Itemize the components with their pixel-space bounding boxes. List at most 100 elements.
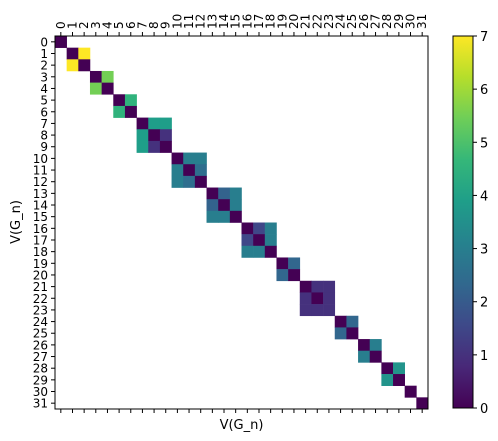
heatmap-cell [369,350,382,363]
y-tick-label: 7 [40,117,48,131]
colorbar-tick-label: 7 [480,30,488,45]
heatmap-cell [346,327,359,340]
heatmap-cell [404,385,417,398]
heatmap-cell [78,47,91,60]
x-tick-label: 30 [404,14,418,29]
y-tick-label: 5 [40,94,48,108]
heatmap-cell [264,222,277,235]
x-tick-label: 14 [217,14,231,29]
x-tick-label: 2 [77,21,91,29]
y-axis-label: V(G_n) [9,200,24,244]
y-tick-label: 20 [33,268,48,282]
x-tick-label: 23 [322,14,336,29]
heatmap-cell [218,210,231,223]
colorbar-tick-label: 1 [480,349,488,364]
y-tick-label: 25 [33,327,48,341]
colorbar-tick-label: 5 [480,136,488,151]
y-tick-label: 9 [40,140,48,154]
heatmap-cell [299,304,312,317]
heatmap-cell [89,70,102,83]
y-tick-label: 13 [33,187,48,201]
heatmap-cell [183,175,196,188]
colorbar-tick-label: 0 [480,402,488,417]
heatmap-cell [323,292,336,305]
heatmap-cell [78,59,91,72]
heatmap-cell [101,82,114,95]
x-tick-label: 1 [65,21,79,29]
heatmap-cell [299,280,312,293]
heatmap-cell [241,222,254,235]
heatmap-cell [369,339,382,352]
heatmap-cell [136,129,149,142]
heatmap-cell [393,362,405,375]
x-tick-label: 4 [100,21,114,29]
heatmap-cell [194,164,207,177]
y-tick-label: 22 [33,292,48,306]
x-tick-label: 28 [380,14,394,29]
heatmap-cell [299,292,312,305]
x-tick-label: 17 [252,14,266,29]
heatmap-cell [334,327,347,340]
heatmap-cell [183,164,196,177]
heatmap-cell [264,234,277,247]
heatmap-cell [393,374,405,386]
heatmap-cell [148,129,161,142]
x-tick-label: 27 [369,14,383,29]
heatmap-cell [148,140,161,153]
heatmap-cell [276,257,289,270]
heatmap-cell [194,175,207,188]
heatmap-cell [124,94,137,107]
y-tick-label: 1 [40,47,48,61]
heatmap-cell [136,117,149,130]
heatmap-cell [346,315,359,328]
y-tick-label: 31 [33,397,48,411]
heatmap-cell [253,222,266,235]
colorbar-tick-label: 2 [480,296,488,311]
heatmap-cell [323,304,336,317]
x-tick-label: 18 [264,14,278,29]
y-tick-label: 14 [33,199,48,213]
x-tick-label: 20 [287,14,301,29]
heatmap-cell [159,140,172,153]
heatmap-cell [264,245,277,258]
heatmap-cell [159,117,172,130]
heatmap-cell [66,59,79,72]
heatmap-cell [358,339,371,352]
heatmap-cell [241,245,254,258]
y-tick-label: 30 [33,385,48,399]
x-tick-label: 19 [275,14,289,29]
y-tick-label: 21 [33,280,48,294]
y-tick-label: 19 [33,257,48,271]
y-tick-label: 15 [33,210,48,224]
x-tick-label: 9 [159,21,173,29]
heatmap-cell [229,199,242,212]
colorbar-ticks: 0 1 2 3 4 5 6 7 [473,30,488,417]
heatmap-cell [206,210,219,223]
heatmap-cell [253,234,266,247]
y-tick-label: 16 [33,222,48,236]
x-tick-label: 26 [357,14,371,29]
x-tick-label: 12 [194,14,208,29]
y-tick-label: 6 [40,105,48,119]
x-tick-label: 29 [392,14,406,29]
x-tick-label: 7 [135,21,149,29]
y-tick-label: 11 [33,164,48,178]
y-tick-label: 18 [33,245,48,259]
heatmap-cell [206,199,219,212]
y-tick-label: 29 [33,373,48,387]
heatmap-cell [66,47,79,60]
y-tick-label: 3 [40,70,48,84]
y-tick-label: 23 [33,303,48,317]
y-tick-label: 12 [33,175,48,189]
heatmap-cell [148,117,161,130]
y-tick-label: 8 [40,129,48,143]
heatmap-cell [89,82,102,95]
heatmap-cell [183,152,196,165]
y-tick-label: 26 [33,338,48,352]
heatmap-cell [194,152,207,165]
heatmap-cell [416,397,429,410]
heatmap-cell [241,234,254,247]
x-tick-label: 15 [229,14,243,29]
x-tick-label: 5 [112,21,126,29]
x-tick-label: 21 [299,14,313,29]
